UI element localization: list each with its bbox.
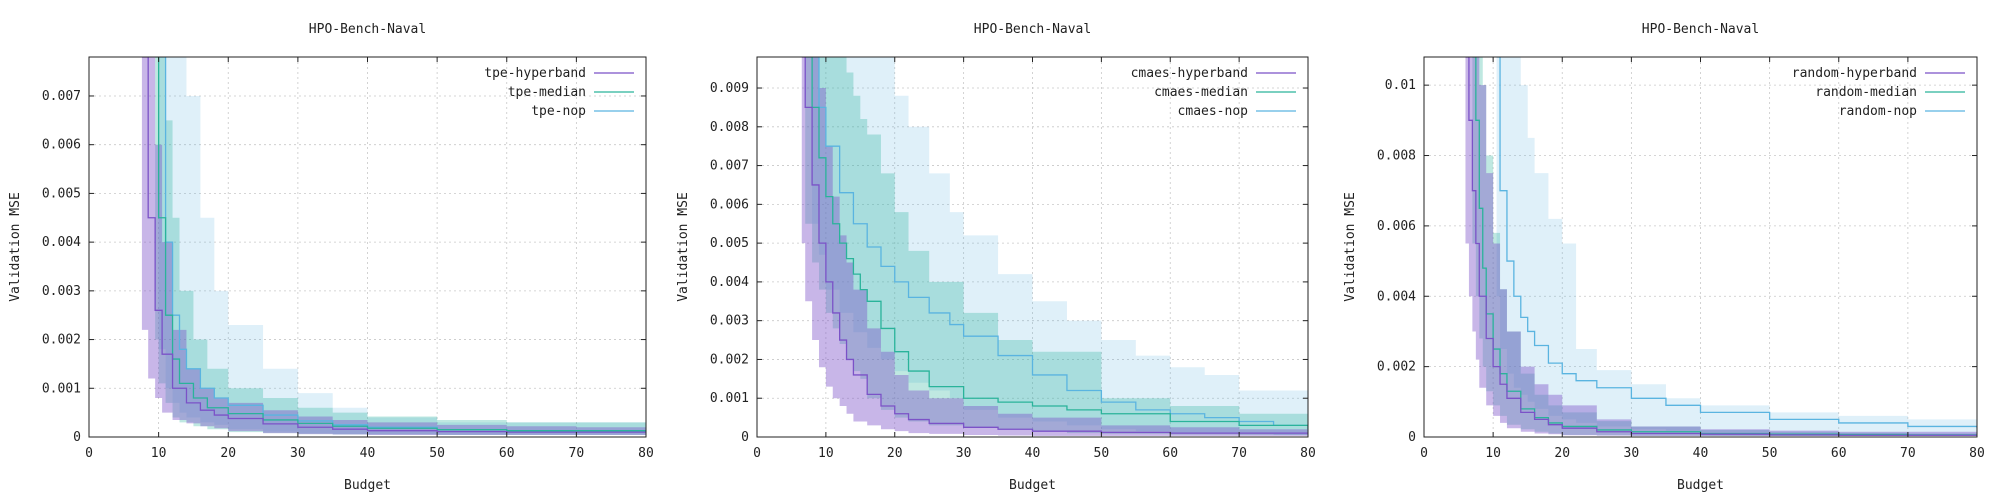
y-tick-label: 0.006	[42, 138, 81, 153]
bands	[141, 57, 646, 436]
chart-panel-1: 0 10 20 30 40 50 60 70 80 0 0.001 0.002 0.003 0.004 0.…	[8, 22, 654, 493]
x-tick-label: 20	[1554, 446, 1570, 461]
x-tick-label: 0	[85, 446, 93, 461]
y-tick-label: 0.004	[42, 235, 81, 250]
bands	[801, 57, 1308, 436]
line-cmaes-nop	[812, 57, 1308, 430]
legend-label: random-hyperband	[1792, 66, 1917, 81]
legend-label: random-median	[1815, 85, 1917, 100]
legend-label: cmaes-median	[1154, 85, 1248, 100]
y-tick-label: 0.001	[42, 381, 81, 396]
y-tick-label: 0	[1408, 430, 1416, 445]
x-tick-label: 60	[1162, 446, 1178, 461]
x-tick-label: 30	[290, 446, 306, 461]
y-tick-label: 0.004	[710, 275, 749, 290]
line-random-nop	[1496, 57, 1977, 429]
x-tick-label: 40	[1693, 446, 1709, 461]
x-tick-label: 70	[1900, 446, 1916, 461]
legend-label: random-nop	[1839, 104, 1917, 119]
band-tpe-median	[155, 57, 646, 436]
x-tick-label: 80	[638, 446, 654, 461]
y-tick-label: 0.002	[1377, 360, 1416, 375]
y-tick-label: 0.005	[42, 186, 81, 201]
band-cmaes-hyperband	[801, 57, 1308, 436]
legend-label: tpe-median	[508, 85, 586, 100]
legend-label: cmaes-nop	[1178, 104, 1249, 119]
x-tick-label: 10	[1485, 446, 1501, 461]
x-tick-label: 0	[753, 446, 761, 461]
line-cmaes-median	[805, 57, 1308, 430]
x-tick-label: 40	[1025, 446, 1041, 461]
chart-title: HPO-Bench-Naval	[1642, 22, 1759, 37]
legend-label: tpe-hyperband	[484, 66, 586, 81]
y-tick-label: 0.006	[1377, 219, 1416, 234]
x-tick-label: 10	[151, 446, 167, 461]
y-tick-label: 0.008	[710, 120, 749, 135]
y-tick-label: 0.008	[1377, 149, 1416, 164]
y-tick-label: 0	[73, 430, 81, 445]
chart-title: HPO-Bench-Naval	[974, 22, 1091, 37]
y-tick-label: 0	[741, 430, 749, 445]
band-random-median	[1472, 57, 1977, 436]
band-tpe-nop	[158, 57, 646, 435]
x-tick-label: 30	[1624, 446, 1640, 461]
lines	[801, 57, 1308, 434]
y-tick-label: 0.01	[1385, 78, 1416, 93]
y-tick-label: 0.004	[1377, 289, 1416, 304]
x-tick-label: 20	[887, 446, 903, 461]
x-axis-label: Budget	[1677, 478, 1724, 493]
legend: random-hyperband random-median random-nop	[1792, 66, 1965, 119]
x-tick-label: 30	[956, 446, 972, 461]
line-tpe-hyperband	[141, 57, 646, 433]
x-tick-label: 60	[1831, 446, 1847, 461]
legend-label: tpe-nop	[531, 104, 586, 119]
band-random-nop	[1496, 57, 1977, 435]
x-tick-label: 20	[220, 446, 236, 461]
y-tick-label: 0.009	[710, 81, 749, 96]
x-axis-label: Budget	[344, 478, 391, 493]
x-tick-label: 0	[1420, 446, 1428, 461]
y-axis-label: Validation MSE	[1343, 192, 1358, 302]
chart-panel-3: 0 10 20 30 40 50 60 70 80 0 0.002 0.004 0.006 0.008 0.…	[1343, 22, 1985, 493]
x-tick-label: 70	[1231, 446, 1247, 461]
line-tpe-median	[155, 57, 646, 432]
x-tick-label: 80	[1969, 446, 1985, 461]
x-tick-label: 70	[569, 446, 585, 461]
y-tick-label: 0.002	[42, 333, 81, 348]
y-axis-label: Validation MSE	[676, 192, 691, 302]
y-tick-label: 0.003	[42, 284, 81, 299]
legend: cmaes-hyperband cmaes-median cmaes-nop	[1131, 66, 1296, 119]
y-tick-label: 0.006	[710, 197, 749, 212]
legend: tpe-hyperband tpe-median tpe-nop	[484, 66, 634, 119]
x-tick-label: 80	[1300, 446, 1316, 461]
band-cmaes-nop	[812, 57, 1308, 436]
x-tick-label: 60	[499, 446, 515, 461]
y-tick-label: 0.007	[710, 159, 749, 174]
y-axis-label: Validation MSE	[8, 192, 23, 302]
line-cmaes-hyperband	[801, 57, 1308, 434]
y-tick-label: 0.001	[710, 391, 749, 406]
y-tick-label: 0.003	[710, 314, 749, 329]
y-tick-label: 0.007	[42, 89, 81, 104]
x-tick-label: 10	[818, 446, 834, 461]
x-tick-label: 50	[1762, 446, 1778, 461]
band-tpe-hyperband	[141, 57, 646, 436]
x-tick-label: 40	[360, 446, 376, 461]
x-tick-label: 50	[429, 446, 445, 461]
x-tick-label: 50	[1094, 446, 1110, 461]
x-axis-label: Budget	[1009, 478, 1056, 493]
chart-panel-2: 0 10 20 30 40 50 60 70 80 0 0.001 0.002 0.003 0.004 0.…	[676, 22, 1316, 493]
band-cmaes-median	[805, 57, 1308, 436]
y-tick-label: 0.005	[710, 236, 749, 251]
legend-label: cmaes-hyperband	[1131, 66, 1248, 81]
lines	[141, 57, 646, 433]
y-tick-label: 0.002	[710, 352, 749, 367]
chart-title: HPO-Bench-Naval	[309, 22, 426, 37]
